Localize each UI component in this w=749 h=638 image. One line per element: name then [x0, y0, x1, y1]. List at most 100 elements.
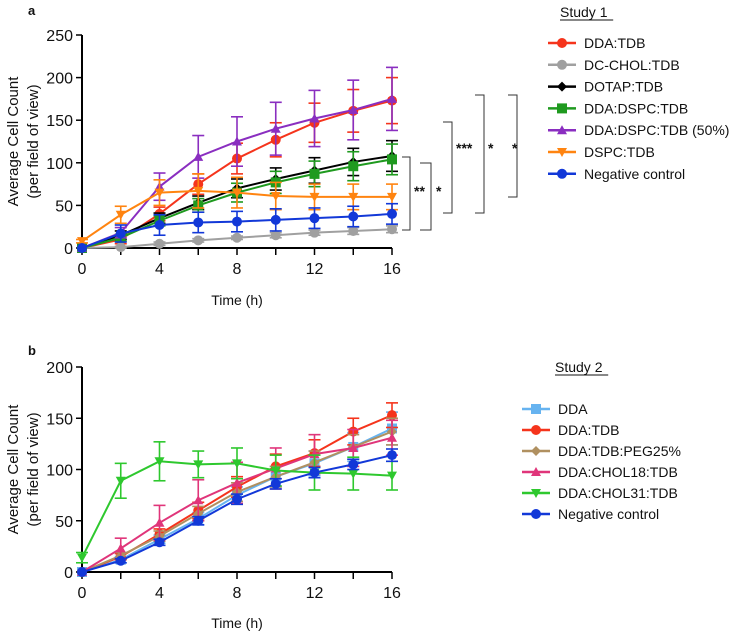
x-axis-label: Time (h) [211, 292, 263, 308]
legend-title: Study 1 [560, 4, 608, 20]
data-point [193, 460, 204, 470]
legend-item: DDA:TDB:PEG25% [522, 443, 681, 459]
legend-marker [531, 467, 541, 476]
data-point [270, 123, 281, 133]
y-axis-label-unit: (per field of view) [25, 412, 42, 526]
panel-a: a 0 50 100 150 200 250 0 4 8 12 16 Time (h) Average C… [5, 3, 729, 308]
legend-label: Negative control [558, 506, 659, 522]
y-tick-label: 150 [46, 411, 73, 428]
significance-bracket [402, 156, 411, 231]
data-point [387, 224, 397, 235]
y-tick-label: 250 [46, 28, 73, 45]
x-axis-label: Time (h) [211, 615, 263, 631]
data-point [154, 238, 165, 249]
y-axis-label: Average Cell Count [5, 76, 22, 207]
legend-label: DSPC:TDB [584, 144, 655, 160]
y-tick-label: 0 [64, 565, 73, 582]
data-point [77, 243, 87, 253]
legend-item: DC-CHOL:TDB [548, 57, 680, 73]
significance-label: * [488, 140, 494, 156]
legend-marker [557, 81, 567, 92]
y-tick-label: 200 [46, 71, 73, 88]
x-tick-label: 8 [233, 585, 242, 602]
data-point [270, 478, 281, 489]
series-negative-control [77, 202, 398, 253]
data-point [387, 432, 397, 442]
significance-label: *** [456, 140, 473, 156]
y-tick-label: 150 [46, 113, 73, 130]
legend-marker [557, 59, 567, 70]
y-tick-label: 200 [46, 360, 73, 377]
legend-label: Negative control [584, 166, 685, 182]
legend-item: DDA:CHOL18:TDB [522, 464, 678, 480]
data-point [309, 213, 320, 224]
data-point [232, 188, 242, 198]
panel-label: b [28, 343, 36, 358]
data-point [232, 216, 242, 227]
data-point [387, 450, 397, 461]
legend-item: DSPC:TDB [548, 144, 655, 160]
x-tick-label: 16 [383, 261, 401, 278]
legend-marker [531, 404, 541, 414]
data-point [154, 219, 165, 230]
data-point [348, 225, 359, 236]
series-dda-chol31-tdb [76, 441, 398, 564]
data-point [387, 208, 397, 219]
data-point [348, 192, 359, 202]
significance-label: ** [414, 183, 425, 199]
data-point [115, 543, 126, 553]
y-tick-label: 0 [64, 241, 73, 258]
data-point [309, 192, 320, 202]
data-point [309, 467, 320, 478]
data-point [348, 211, 359, 222]
legend-marker [557, 148, 567, 157]
legend-label: DDA:CHOL18:TDB [558, 464, 678, 480]
significance-label: * [436, 183, 442, 199]
data-point [77, 553, 87, 563]
data-point [193, 186, 204, 196]
legend-item: Negative control [548, 166, 685, 182]
data-point [309, 227, 320, 238]
y-tick-label: 50 [55, 514, 73, 531]
legend-marker [531, 509, 541, 519]
legend-marker [557, 103, 567, 114]
data-point [154, 517, 165, 527]
data-point [309, 113, 320, 123]
legend-marker [531, 425, 541, 435]
x-tick-label: 16 [383, 585, 401, 602]
data-point [270, 214, 281, 225]
data-point [193, 217, 204, 228]
data-point [232, 477, 242, 487]
data-point [348, 442, 359, 452]
x-tick-label: 4 [155, 585, 164, 602]
y-tick-label: 100 [46, 156, 73, 173]
panel-b: b 0 50 100 150 200 0 4 8 12 16 Time (h) Average Cell… [5, 343, 681, 631]
data-point [115, 242, 126, 253]
data-point [193, 151, 204, 161]
data-point [115, 210, 126, 220]
data-point [270, 192, 281, 202]
data-point [193, 235, 204, 246]
legend-title: Study 2 [555, 359, 603, 375]
data-point [77, 237, 87, 247]
legend-label: DOTAP:TDB [584, 79, 663, 95]
legend-item: DOTAP:TDB [548, 79, 663, 95]
data-point [387, 154, 397, 165]
data-point [232, 136, 242, 146]
legend-item: Negative control [522, 506, 659, 522]
data-point [115, 476, 126, 486]
x-tick-label: 0 [78, 585, 87, 602]
data-point [387, 471, 397, 481]
data-point [193, 495, 204, 505]
x-tick-label: 12 [306, 585, 324, 602]
panel-label: a [28, 3, 36, 18]
data-point [387, 192, 397, 202]
series-negative-control [77, 448, 398, 577]
data-point [348, 469, 359, 479]
significance-label: * [512, 140, 518, 156]
legend-item: DDA [522, 401, 588, 417]
data-point [77, 567, 87, 577]
x-tick-label: 0 [78, 261, 87, 278]
legend-marker [557, 168, 567, 179]
